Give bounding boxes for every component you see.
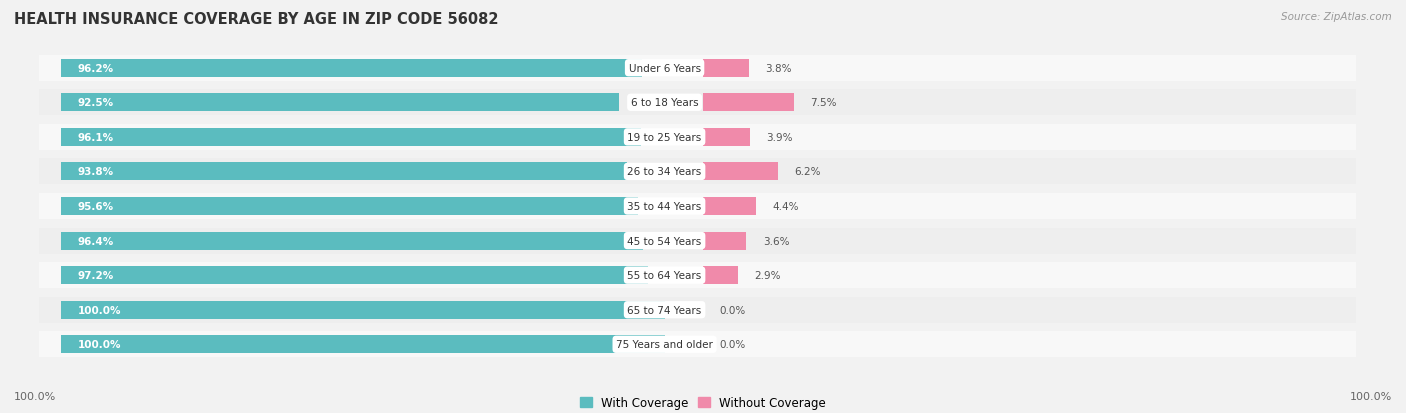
Bar (39, 125, 1355, 150)
Text: 92.5%: 92.5% (77, 98, 114, 108)
Text: 100.0%: 100.0% (14, 391, 56, 401)
Bar (703, 163, 778, 181)
Text: 97.2%: 97.2% (77, 271, 114, 280)
Text: 65 to 74 Years: 65 to 74 Years (627, 305, 702, 315)
Text: 96.1%: 96.1% (77, 133, 114, 142)
Bar (39, 56, 1355, 81)
Bar (703, 197, 756, 216)
Bar (39, 263, 1355, 288)
Bar (703, 232, 747, 250)
Bar (60, 232, 643, 250)
Text: 3.6%: 3.6% (763, 236, 789, 246)
Text: 35 to 44 Years: 35 to 44 Years (627, 202, 702, 211)
Text: 3.8%: 3.8% (765, 64, 792, 74)
Text: 2.9%: 2.9% (755, 271, 780, 280)
Bar (39, 194, 1355, 219)
Text: 3.9%: 3.9% (766, 133, 793, 142)
Text: 26 to 34 Years: 26 to 34 Years (627, 167, 702, 177)
Bar (60, 266, 648, 285)
Text: 45 to 54 Years: 45 to 54 Years (627, 236, 702, 246)
Legend: With Coverage, Without Coverage: With Coverage, Without Coverage (575, 392, 831, 413)
Bar (39, 228, 1355, 254)
Text: 100.0%: 100.0% (77, 339, 121, 349)
Text: 95.6%: 95.6% (77, 202, 114, 211)
Text: Under 6 Years: Under 6 Years (628, 64, 700, 74)
Text: 96.4%: 96.4% (77, 236, 114, 246)
Text: 19 to 25 Years: 19 to 25 Years (627, 133, 702, 142)
Text: 0.0%: 0.0% (720, 339, 745, 349)
Bar (703, 94, 793, 112)
Bar (60, 301, 665, 319)
Text: Source: ZipAtlas.com: Source: ZipAtlas.com (1281, 12, 1392, 22)
Bar (39, 159, 1355, 185)
Bar (703, 128, 749, 147)
Text: 96.2%: 96.2% (77, 64, 114, 74)
Text: 75 Years and older: 75 Years and older (616, 339, 713, 349)
Text: HEALTH INSURANCE COVERAGE BY AGE IN ZIP CODE 56082: HEALTH INSURANCE COVERAGE BY AGE IN ZIP … (14, 12, 499, 27)
Bar (703, 266, 738, 285)
Bar (39, 297, 1355, 323)
Text: 100.0%: 100.0% (77, 305, 121, 315)
Bar (60, 197, 638, 216)
Bar (60, 94, 619, 112)
Bar (60, 128, 641, 147)
Text: 55 to 64 Years: 55 to 64 Years (627, 271, 702, 280)
Bar (703, 59, 749, 78)
Text: 4.4%: 4.4% (772, 202, 799, 211)
Text: 6 to 18 Years: 6 to 18 Years (631, 98, 699, 108)
Bar (39, 90, 1355, 116)
Text: 93.8%: 93.8% (77, 167, 114, 177)
Bar (60, 163, 627, 181)
Text: 7.5%: 7.5% (810, 98, 837, 108)
Text: 100.0%: 100.0% (1350, 391, 1392, 401)
Bar (60, 335, 665, 354)
Text: 0.0%: 0.0% (720, 305, 745, 315)
Text: 6.2%: 6.2% (794, 167, 821, 177)
Bar (60, 59, 641, 78)
Bar (39, 332, 1355, 357)
